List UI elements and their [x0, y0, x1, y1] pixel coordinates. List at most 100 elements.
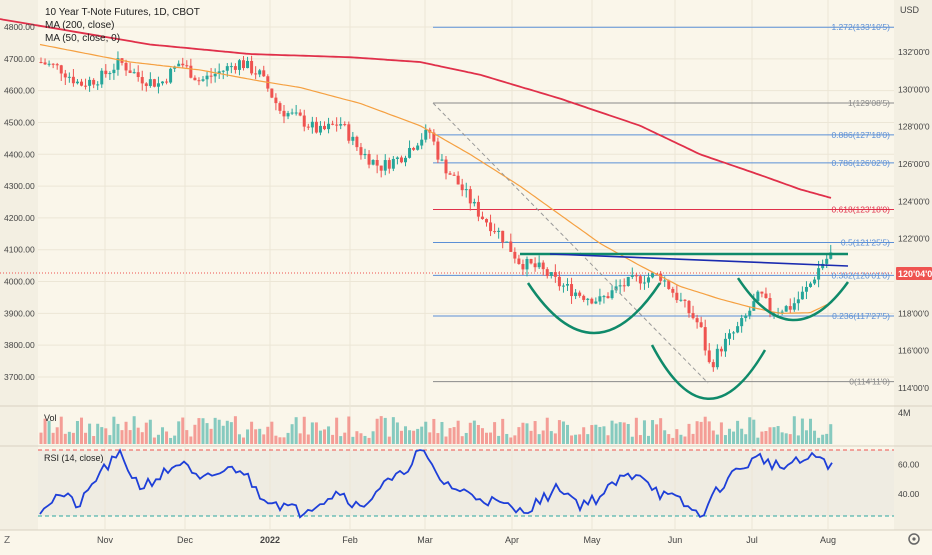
candle-body [691, 313, 695, 319]
fib-label: 1(129'08'5) [848, 98, 890, 108]
candle-body [63, 73, 67, 78]
right-axis-tick: 116'00'0 [898, 346, 929, 356]
volume-label[interactable]: Vol [44, 413, 57, 423]
volume-scale-label: 4M [898, 408, 911, 418]
volume-bar [566, 424, 569, 444]
currency-label: USD [900, 5, 920, 15]
candle-body [43, 62, 47, 65]
candle-body [780, 311, 784, 313]
candle-body [452, 174, 456, 176]
candle-body [472, 201, 476, 204]
candle-body [47, 63, 51, 65]
volume-bar [574, 434, 578, 444]
volume-bar [254, 429, 258, 444]
candle-body [736, 326, 740, 333]
volume-bar [144, 422, 148, 444]
candle-body [647, 277, 650, 283]
cup-middle [650, 344, 767, 400]
ma50-legend[interactable]: MA (50, close, 0) [45, 33, 120, 44]
volume-bar [679, 434, 683, 444]
ma200-legend[interactable]: MA (200, close) [45, 20, 114, 31]
chart-title[interactable]: 10 Year T-Note Futures, 1D, CBOT [45, 7, 200, 18]
volume-bar [246, 429, 250, 444]
candle-body [59, 65, 63, 74]
volume-bar [124, 421, 128, 444]
volume-bar [728, 428, 731, 444]
candle-body [561, 285, 565, 287]
volume-bar [711, 430, 715, 444]
volume-bar [788, 434, 792, 444]
candle-body [545, 269, 549, 277]
candle-body [39, 62, 43, 63]
candle-body [533, 263, 537, 268]
z-icon[interactable]: Z [4, 535, 10, 546]
volume-bar [371, 431, 375, 444]
volume-bar [598, 426, 602, 444]
candle-body [679, 299, 683, 301]
candles-layer [39, 51, 833, 372]
candle-body [809, 283, 812, 287]
candle-body [480, 216, 484, 220]
volume-bar [715, 434, 719, 444]
volume-bar [699, 421, 703, 444]
volume-bar [278, 437, 282, 444]
volume-bar [177, 421, 181, 444]
volume-bar [84, 432, 88, 444]
volume-bar [509, 437, 513, 444]
candle-body [148, 79, 152, 86]
candle-body [537, 262, 541, 268]
volume-bar [274, 435, 278, 444]
volume-bar [55, 427, 59, 444]
right-axis-tick: 118'00'0 [898, 308, 929, 318]
candle-body [156, 83, 160, 87]
volume-bar [659, 418, 663, 444]
time-axis-tick: Mar [417, 535, 433, 545]
price-tag-box [896, 267, 932, 280]
volume-bar [468, 422, 472, 444]
volume-bar [205, 423, 209, 444]
volume-bar [197, 418, 201, 444]
volume-bar [545, 417, 549, 444]
candle-body [84, 85, 88, 87]
gear-icon[interactable] [908, 533, 920, 545]
right-axis-tick: 122'00'0 [898, 234, 930, 244]
candle-body [493, 231, 497, 233]
candle-body [205, 75, 209, 80]
candle-body [335, 124, 339, 126]
candle-body [128, 70, 132, 74]
right-axis-tick: 124'00'0 [898, 196, 930, 206]
volume-bar [116, 423, 120, 444]
volume-bar [764, 431, 768, 444]
volume-bar [683, 436, 687, 444]
rsi-label[interactable]: RSI (14, close) [44, 453, 104, 463]
candle-body [768, 298, 772, 313]
candle-body [485, 219, 488, 223]
candle-body [258, 70, 262, 75]
candle-body [476, 201, 480, 217]
volume-bar [270, 421, 274, 444]
right-axis-tick: 132'00'0 [898, 47, 930, 57]
candle-body [715, 348, 719, 368]
candle-body [570, 284, 574, 297]
candle-body [343, 124, 347, 126]
volume-bar [242, 437, 245, 444]
right-axis-tick: 130'00'0 [898, 84, 930, 94]
candle-body [630, 275, 634, 277]
fib-label: 0(114'11'0) [849, 377, 890, 387]
candle-body [318, 125, 322, 133]
left-axis-tick: 4800.00 [4, 22, 35, 32]
candle-body [582, 295, 586, 300]
candle-body [586, 298, 590, 300]
fib-label: 0.236(117'27'5) [832, 311, 890, 321]
volume-bar [250, 421, 254, 444]
left-axis-tick: 4500.00 [4, 117, 35, 127]
fib-layer: 1.272(133'10'5) 1(129'08'5) 0.886(127'18'0… [0, 22, 894, 387]
ma200-line [0, 18, 832, 199]
volume-bar [549, 431, 553, 444]
candle-body [250, 60, 254, 74]
candle-body [521, 264, 525, 270]
candle-body [92, 79, 96, 85]
candle-body [772, 312, 776, 314]
volume-bar [800, 418, 804, 444]
